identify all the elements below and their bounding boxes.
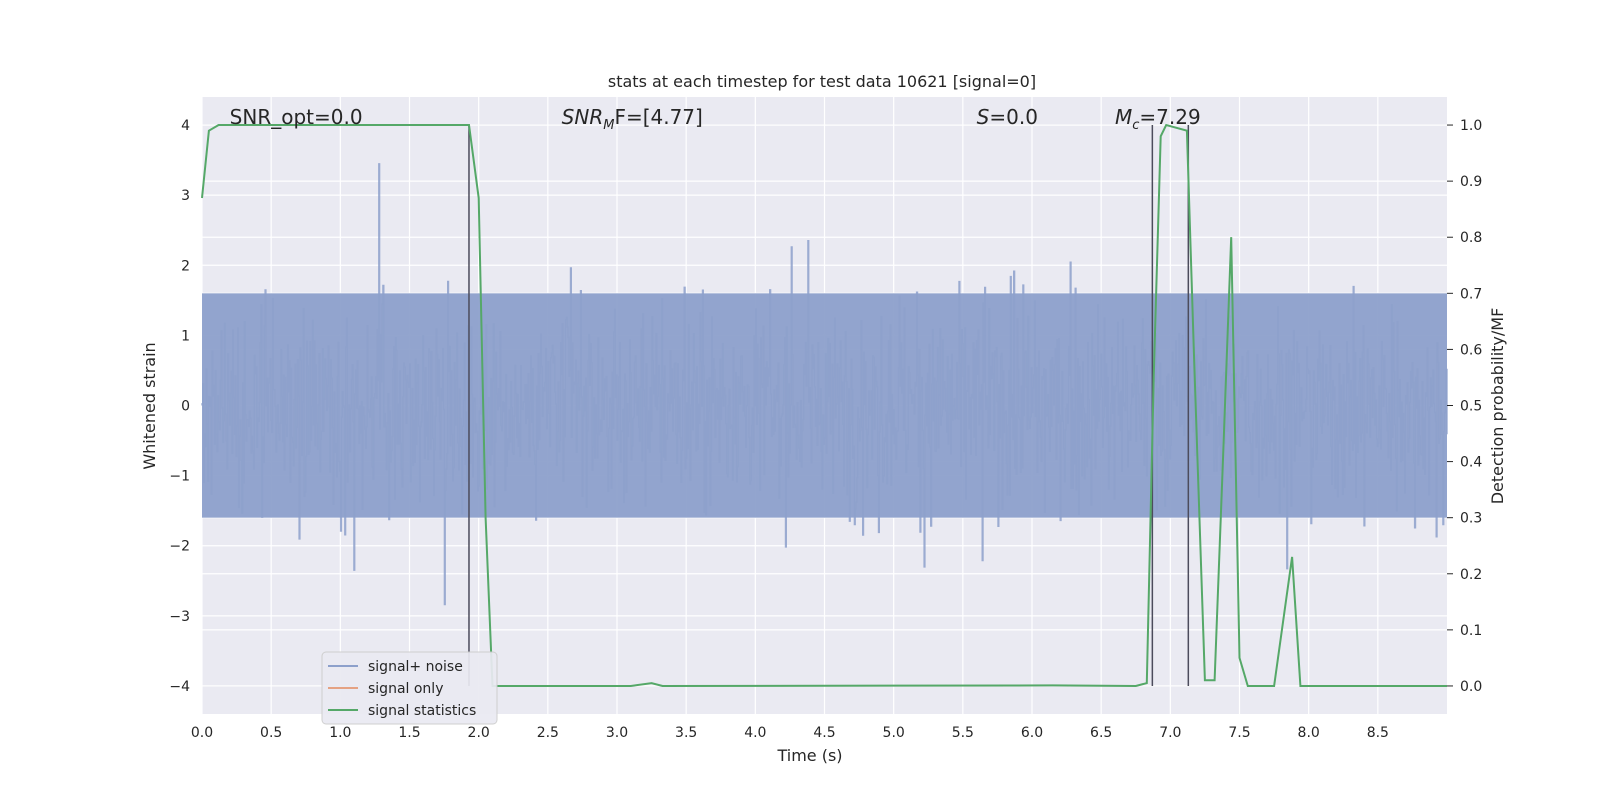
x-tick-label: 4.0 [744, 725, 766, 741]
x-tick-label: 2.5 [537, 725, 559, 741]
x-tick-label: 4.5 [813, 725, 835, 741]
annotation-1: SNR_opt=0.0 [230, 105, 363, 129]
x-tick-label: 0.5 [260, 725, 282, 741]
legend-box [321, 651, 498, 725]
y-tick-label-right: 0.3 [1460, 511, 1482, 527]
x-tick-label: 5.0 [883, 725, 905, 741]
x-axis-label: Time (s) [776, 746, 842, 765]
x-tick-label: 3.5 [675, 725, 697, 741]
annotation-2: SNRMF=[4.77] [562, 105, 703, 133]
legend: signal+ noise signal only signal statistic… [321, 651, 498, 725]
y-tick-label-right: 0.8 [1460, 230, 1482, 246]
x-tick-label: 0.0 [191, 725, 213, 741]
y-tick-label-right: 0.4 [1460, 455, 1482, 471]
x-tick-label: 3.0 [606, 725, 628, 741]
annotation-4: Mc=7.29 [1115, 105, 1201, 133]
y-tick-label-right: 0.5 [1460, 399, 1482, 415]
x-axis-ticks: 0.0 0.5 1.0 1.5 2.0 2.5 3.0 3.5 4.0 4.5 5.0 5.5 6.0 6… [191, 725, 1389, 741]
y-tick-label-right: 0.9 [1460, 174, 1482, 190]
signal-statistics-series [201, 123, 1447, 688]
x-tick-label: 7.5 [1228, 725, 1250, 741]
right-y-axis-label: Detection probability/MF [1488, 308, 1507, 505]
annotation-3: S=0.0 [977, 105, 1038, 129]
chart-title: stats at each timestep for test data 106… [608, 72, 1036, 91]
signal-noise-band [202, 293, 1447, 518]
legend-label: signal+ noise [368, 659, 463, 675]
y-tick-label-right: 0.1 [1460, 623, 1482, 639]
y-tick-label-right: 0.2 [1460, 567, 1482, 583]
y-tick-label: −2 [169, 539, 190, 555]
y-tick-label: −4 [169, 679, 190, 695]
x-tick-label: 5.5 [952, 725, 974, 741]
y-tick-label-right: 1.0 [1460, 118, 1482, 134]
y-tick-label: −1 [169, 469, 190, 485]
right-y-axis-ticks: 1.0 0.9 0.8 0.7 0.6 0.5 0.4 0.3 0.2 0.1 0.0 [1447, 118, 1482, 695]
x-tick-label: 6.0 [1021, 725, 1043, 741]
y-tick-label: 1 [181, 328, 190, 344]
annotations: SNR_opt=0.0 SNRMF=[4.77] S=0.0 Mc=7.29 [230, 105, 1201, 133]
x-tick-label: 6.5 [1090, 725, 1112, 741]
y-tick-label: 2 [181, 258, 190, 274]
signal-noise-series [201, 163, 1448, 606]
x-tick-label: 1.5 [398, 725, 420, 741]
x-tick-label: 8.0 [1298, 725, 1320, 741]
y-axis-ticks: 4 3 2 1 0 −1 −2 −3 −4 [169, 118, 190, 695]
x-tick-label: 2.0 [468, 725, 490, 741]
y-axis-label: Whitened strain [140, 342, 159, 469]
legend-label: signal only [368, 681, 443, 697]
y-tick-label-right: 0.0 [1460, 679, 1482, 695]
x-tick-label: 1.0 [329, 725, 351, 741]
y-tick-label: 4 [181, 118, 190, 134]
legend-label: signal statistics [368, 703, 476, 719]
x-tick-label: 8.5 [1367, 725, 1389, 741]
y-tick-label-right: 0.6 [1460, 342, 1482, 358]
y-tick-label-right: 0.7 [1460, 286, 1482, 302]
signal-statistics-line [201, 123, 1447, 688]
y-tick-label: −3 [169, 609, 190, 625]
y-tick-label: 3 [181, 188, 190, 204]
x-tick-label: 7.0 [1159, 725, 1181, 741]
y-tick-label: 0 [181, 399, 190, 415]
